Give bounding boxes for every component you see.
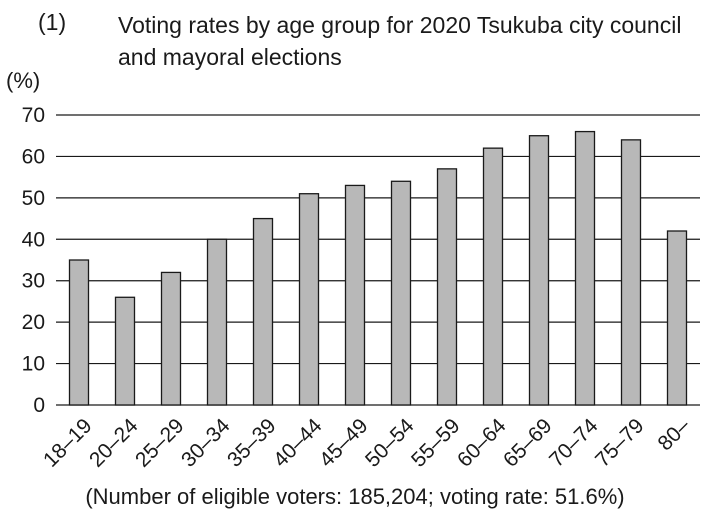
bar-40–44 bbox=[298, 193, 320, 406]
x-tick-label: 20–24 bbox=[85, 414, 143, 472]
bar-50–54 bbox=[390, 180, 412, 406]
bar-60–64 bbox=[482, 147, 504, 406]
x-tick-label: 45–49 bbox=[315, 414, 373, 472]
y-tick-labels: 0 10 20 30 40 50 60 70 bbox=[22, 104, 45, 417]
y-axis-unit: (%) bbox=[6, 68, 41, 93]
x-tick-label: 40–44 bbox=[269, 414, 327, 472]
bar-65–69 bbox=[528, 135, 550, 406]
y-tick-label: 30 bbox=[22, 270, 45, 293]
x-tick-label: 25–29 bbox=[131, 414, 189, 472]
y-tick-label: 70 bbox=[22, 104, 45, 127]
x-tick-label: 75–79 bbox=[591, 414, 649, 472]
x-tick-labels: 18–1920–2425–2930–3435–3940–4445–4950–54… bbox=[39, 414, 695, 472]
x-tick-label: 50–54 bbox=[361, 414, 419, 472]
y-tick-label: 10 bbox=[22, 353, 45, 376]
y-tick-label: 40 bbox=[22, 228, 45, 251]
x-tick-label: 70–74 bbox=[545, 414, 603, 472]
bar-25–29 bbox=[160, 271, 182, 406]
x-tick-label: 80– bbox=[653, 414, 694, 455]
bar-18–19 bbox=[68, 259, 90, 406]
y-tick-label: 50 bbox=[22, 187, 45, 210]
bar-55–59 bbox=[436, 168, 458, 406]
bar-80– bbox=[666, 230, 688, 406]
gridlines bbox=[56, 114, 700, 406]
bar-35–39 bbox=[252, 217, 274, 406]
chart-title: Voting rates by age group for 2020 Tsuku… bbox=[118, 12, 682, 70]
bar-20–24 bbox=[114, 296, 136, 406]
bar-70–74 bbox=[574, 130, 596, 406]
y-tick-label: 60 bbox=[22, 145, 45, 168]
bars bbox=[68, 130, 688, 406]
x-tick-label: 35–39 bbox=[223, 414, 281, 472]
bar-45–49 bbox=[344, 184, 366, 406]
y-tick-label: 20 bbox=[22, 311, 45, 334]
x-tick-label: 60–64 bbox=[453, 414, 511, 472]
y-tick-label: 0 bbox=[33, 394, 45, 417]
x-tick-label: 65–69 bbox=[499, 414, 557, 472]
x-tick-label: 30–34 bbox=[177, 414, 235, 472]
footnote: (Number of eligible voters: 185,204; vot… bbox=[85, 484, 625, 509]
bar-75–79 bbox=[620, 139, 642, 406]
x-tick-label: 55–59 bbox=[407, 414, 465, 472]
x-tick-label: 18–19 bbox=[39, 414, 97, 472]
bar-30–34 bbox=[206, 238, 228, 406]
chart-title-number: (1) bbox=[38, 9, 67, 35]
